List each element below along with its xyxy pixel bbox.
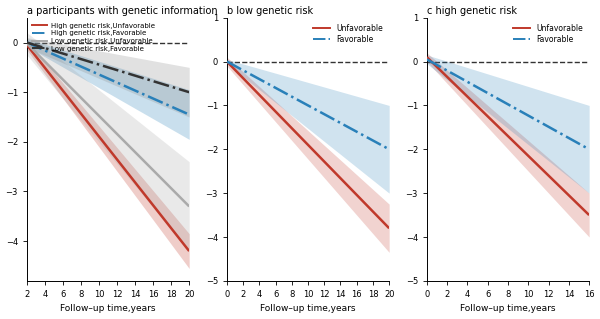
Text: b low genetic risk: b low genetic risk: [227, 5, 313, 16]
X-axis label: Follow–up time,years: Follow–up time,years: [61, 304, 156, 314]
X-axis label: Follow–up time,years: Follow–up time,years: [260, 304, 356, 314]
Legend: High genetic risk,Unfavorable, High genetic risk,Favorable, Low genetic risk,Unf: High genetic risk,Unfavorable, High gene…: [31, 21, 156, 53]
Legend: Unfavorable, Favorable: Unfavorable, Favorable: [311, 22, 385, 47]
X-axis label: Follow–up time,years: Follow–up time,years: [460, 304, 556, 314]
Legend: Unfavorable, Favorable: Unfavorable, Favorable: [511, 22, 586, 47]
Text: a participants with genetic information: a participants with genetic information: [27, 5, 218, 16]
Text: c high genetic risk: c high genetic risk: [427, 5, 517, 16]
